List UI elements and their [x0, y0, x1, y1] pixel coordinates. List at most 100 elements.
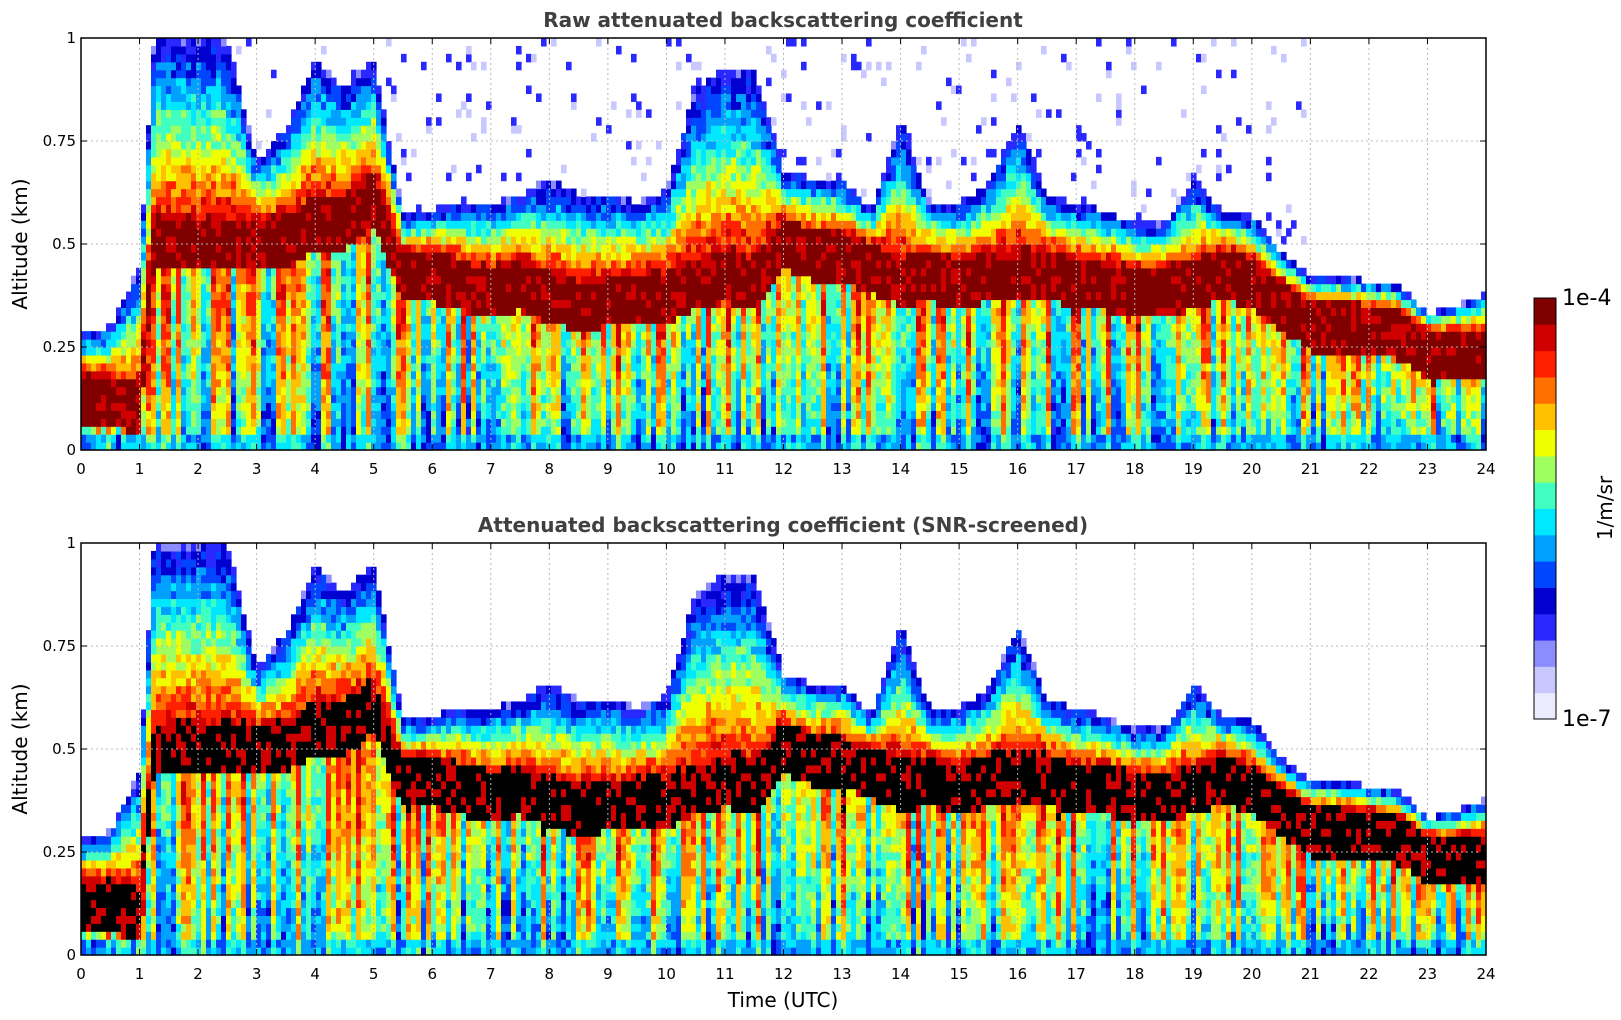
heatmap-cell: [361, 291, 367, 301]
heatmap-cell: [321, 418, 327, 427]
heatmap-cell: [121, 354, 127, 364]
heatmap-cell: [346, 291, 352, 301]
heatmap-cell: [666, 204, 672, 213]
heatmap-cell: [381, 418, 387, 427]
heatmap-cell: [566, 61, 572, 71]
heatmap-cell: [211, 347, 217, 356]
heatmap-cell: [501, 236, 507, 245]
heatmap-cell: [176, 394, 182, 404]
heatmap-cell: [631, 204, 637, 213]
heatmap-cell: [311, 370, 317, 380]
heatmap-cell: [681, 339, 687, 348]
heatmap-cell: [511, 370, 517, 380]
heatmap-cell: [241, 180, 247, 190]
heatmap-cell: [676, 236, 682, 245]
heatmap-cell: [226, 362, 232, 372]
heatmap-cell: [421, 418, 427, 427]
heatmap-cell: [536, 347, 542, 356]
heatmap-cell: [721, 180, 727, 190]
heatmap-cell: [206, 45, 212, 55]
heatmap-cell: [86, 410, 92, 419]
heatmap-cell: [721, 172, 727, 182]
heatmap-cell: [266, 148, 272, 158]
heatmap-cell: [256, 196, 262, 205]
heatmap-cell: [336, 93, 342, 102]
heatmap-cell: [361, 339, 367, 348]
heatmap-cell: [186, 378, 192, 388]
heatmap-cell: [296, 434, 302, 443]
heatmap-cell: [236, 117, 242, 126]
heatmap-cell: [606, 331, 612, 340]
heatmap-cell: [136, 347, 142, 356]
heatmap-cell: [736, 362, 742, 372]
heatmap-cell: [511, 410, 517, 419]
heatmap-cell: [386, 347, 392, 356]
heatmap-cell: [586, 251, 592, 261]
heatmap-cell: [731, 291, 737, 301]
heatmap-cell: [516, 370, 522, 380]
heatmap-cell: [591, 394, 597, 404]
heatmap-cell: [331, 125, 337, 134]
heatmap-cell: [511, 244, 517, 253]
heatmap-cell: [106, 434, 112, 443]
heatmap-cell: [396, 283, 402, 293]
heatmap-cell: [321, 378, 327, 388]
heatmap-cell: [126, 354, 132, 364]
heatmap-cell: [266, 418, 272, 427]
heatmap-cell: [261, 212, 267, 221]
heatmap-cell: [401, 386, 407, 396]
heatmap-cell: [341, 418, 347, 427]
heatmap-cell: [96, 370, 102, 380]
heatmap-cell: [556, 307, 562, 316]
heatmap-cell: [556, 418, 562, 427]
heatmap-cell: [636, 315, 642, 324]
heatmap-cell: [156, 434, 162, 443]
heatmap-cell: [371, 386, 377, 396]
heatmap-cell: [436, 291, 442, 301]
heatmap-cell: [611, 251, 617, 261]
heatmap-cell: [546, 196, 552, 205]
heatmap-cell: [721, 101, 727, 110]
heatmap-cell: [241, 228, 247, 237]
heatmap-cell: [666, 347, 672, 356]
heatmap-cell: [716, 244, 722, 253]
heatmap-cell: [91, 394, 97, 404]
heatmap-cell: [246, 339, 252, 348]
heatmap-cell: [161, 299, 167, 308]
heatmap-cell: [556, 386, 562, 396]
heatmap-cell: [316, 370, 322, 380]
heatmap-cell: [201, 156, 207, 166]
heatmap-cell: [551, 275, 557, 285]
heatmap-cell: [696, 402, 702, 411]
heatmap-cell: [566, 434, 572, 443]
heatmap-cell: [306, 188, 312, 198]
heatmap-cell: [221, 291, 227, 301]
heatmap-cell: [361, 331, 367, 340]
heatmap-cell: [731, 93, 737, 102]
heatmap-cell: [456, 434, 462, 443]
heatmap-cell: [731, 133, 737, 142]
heatmap-cell: [201, 426, 207, 435]
heatmap-cell: [536, 323, 542, 332]
heatmap-cell: [546, 244, 552, 253]
heatmap-cell: [226, 101, 232, 110]
heatmap-cell: [251, 307, 257, 316]
heatmap-cell: [606, 244, 612, 253]
heatmap-cell: [271, 402, 277, 411]
heatmap-cell: [586, 212, 592, 221]
heatmap-cell: [631, 236, 637, 245]
heatmap-cell: [131, 418, 137, 427]
heatmap-cell: [316, 101, 322, 110]
heatmap-cell: [411, 259, 417, 269]
top-panel-title: Raw attenuated backscattering coefficien…: [543, 8, 1023, 32]
heatmap-cell: [221, 109, 227, 118]
heatmap-cell: [576, 220, 582, 229]
heatmap-cell: [96, 354, 102, 364]
heatmap-cell: [286, 204, 292, 213]
heatmap-cell: [331, 386, 337, 396]
heatmap-cell: [571, 370, 577, 380]
heatmap-cell: [211, 259, 217, 269]
heatmap-cell: [441, 331, 447, 340]
heatmap-cell: [636, 299, 642, 308]
heatmap-cell: [701, 109, 707, 118]
